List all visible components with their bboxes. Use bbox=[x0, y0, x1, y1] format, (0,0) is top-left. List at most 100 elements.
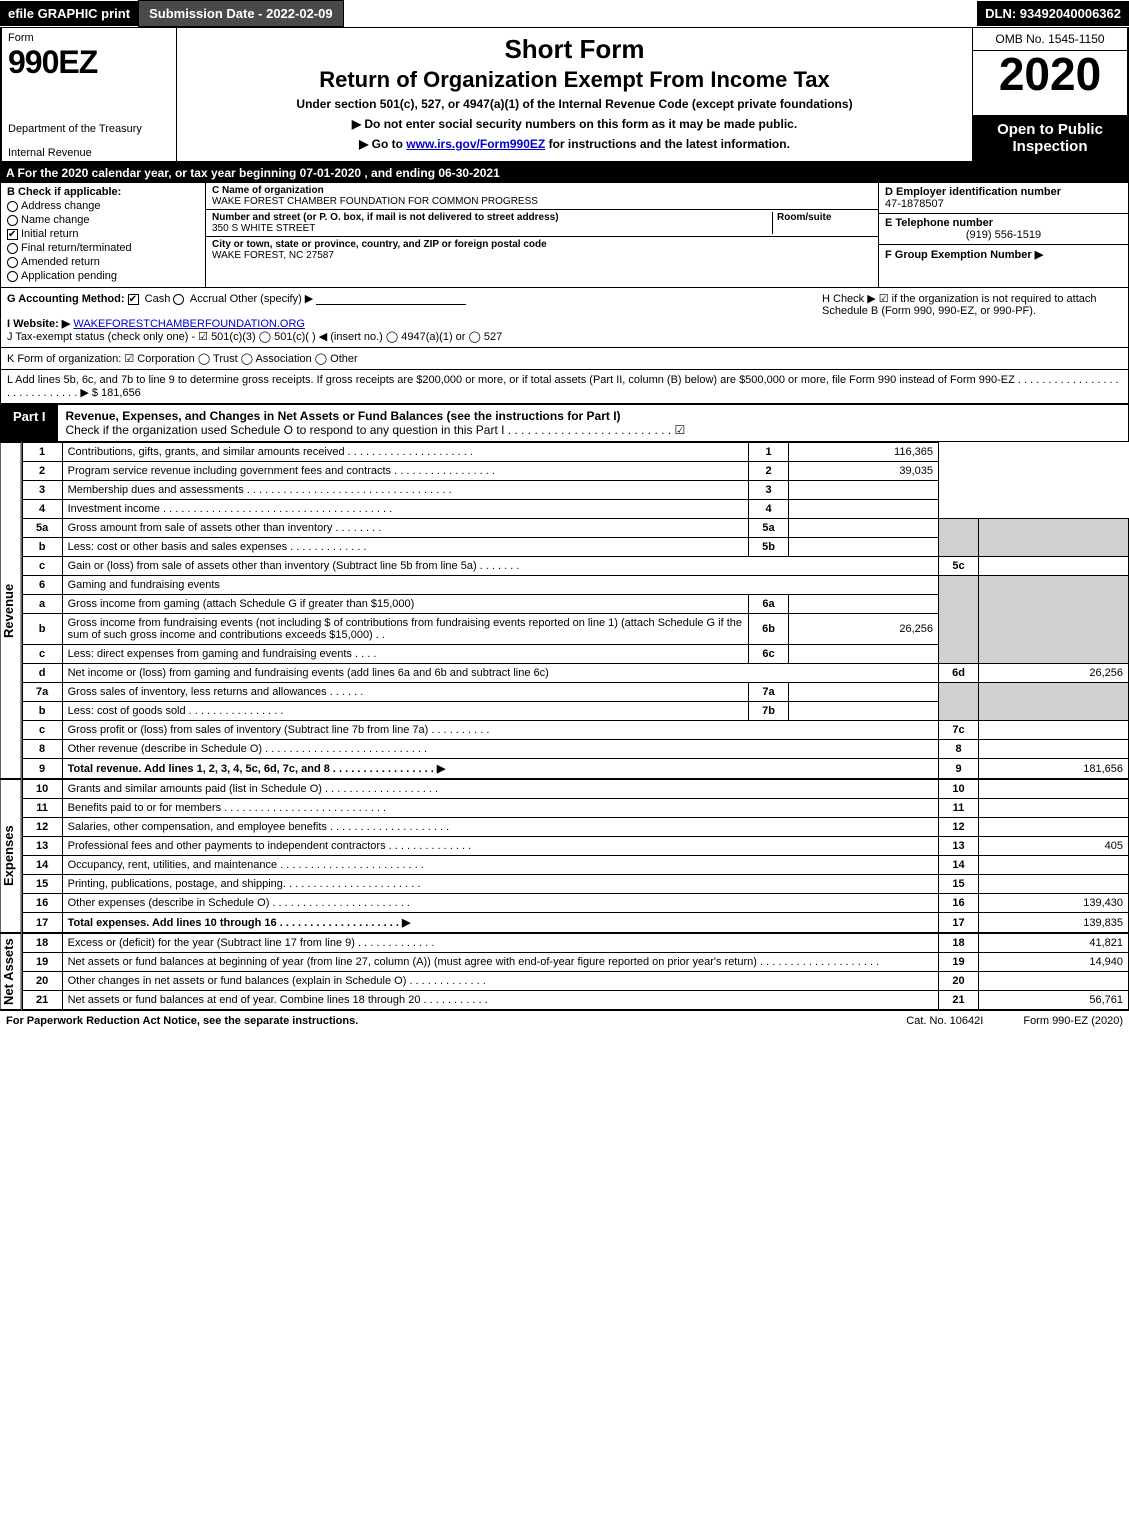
org-street-row: Number and street (or P. O. box, if mail… bbox=[206, 210, 878, 237]
part-i-label: Part I bbox=[1, 405, 58, 441]
revenue-table: 1Contributions, gifts, grants, and simil… bbox=[22, 442, 1129, 779]
i-label: I Website: ▶ bbox=[7, 318, 70, 330]
cash-label: Cash bbox=[145, 293, 171, 305]
row-h: H Check ▶ ☑ if the organization is not r… bbox=[822, 292, 1122, 343]
line-9: 9Total revenue. Add lines 1, 2, 3, 4, 5c… bbox=[22, 759, 1128, 779]
group-exemption-label: F Group Exemption Number ▶ bbox=[885, 248, 1122, 261]
dept-treasury: Department of the Treasury bbox=[8, 123, 170, 135]
header-left: Form 990EZ Department of the Treasury In… bbox=[2, 28, 177, 161]
goto-prefix: ▶ Go to bbox=[359, 137, 406, 151]
line-6: 6Gaming and fundraising events bbox=[22, 576, 1128, 595]
top-bar: efile GRAPHIC print Submission Date - 20… bbox=[0, 0, 1129, 28]
room-label: Room/suite bbox=[777, 212, 868, 223]
street-value: 350 S WHITE STREET bbox=[212, 223, 772, 234]
org-name-value: WAKE FOREST CHAMBER FOUNDATION FOR COMMO… bbox=[212, 196, 538, 207]
line-6d: dNet income or (loss) from gaming and fu… bbox=[22, 664, 1128, 683]
page-footer: For Paperwork Reduction Act Notice, see … bbox=[0, 1010, 1129, 1031]
expenses-vert-label: Expenses bbox=[0, 779, 22, 933]
line-1: 1Contributions, gifts, grants, and simil… bbox=[22, 443, 1128, 462]
line-16: 16Other expenses (describe in Schedule O… bbox=[22, 894, 1128, 913]
street-label: Number and street (or P. O. box, if mail… bbox=[212, 212, 768, 223]
tax-year: 2020 bbox=[973, 51, 1127, 97]
col-c-org-info: C Name of organization WAKE FOREST CHAMB… bbox=[206, 183, 878, 287]
line-15: 15Printing, publications, postage, and s… bbox=[22, 875, 1128, 894]
org-name-row: C Name of organization WAKE FOREST CHAMB… bbox=[206, 183, 878, 210]
ein-label: D Employer identification number bbox=[885, 186, 1122, 198]
col-b-checkboxes: B Check if applicable: Address change Na… bbox=[1, 183, 206, 287]
line-2: 2Program service revenue including gover… bbox=[22, 462, 1128, 481]
header-center: Short Form Return of Organization Exempt… bbox=[177, 28, 972, 161]
dln-label: DLN: 93492040006362 bbox=[977, 1, 1129, 26]
chk-name-change[interactable]: Name change bbox=[7, 214, 199, 226]
net-assets-section: Net Assets 18Excess or (deficit) for the… bbox=[0, 933, 1129, 1010]
accrual-label: Accrual bbox=[190, 293, 227, 305]
line-12: 12Salaries, other compensation, and empl… bbox=[22, 818, 1128, 837]
line-4: 4Investment income . . . . . . . . . . .… bbox=[22, 500, 1128, 519]
footer-paperwork: For Paperwork Reduction Act Notice, see … bbox=[6, 1015, 906, 1027]
net-assets-table: 18Excess or (deficit) for the year (Subt… bbox=[22, 933, 1129, 1010]
col-d-ids: D Employer identification number 47-1878… bbox=[878, 183, 1128, 287]
org-name-label: C Name of organization bbox=[212, 185, 534, 196]
line-5c: cGain or (loss) from sale of assets othe… bbox=[22, 557, 1128, 576]
chk-address-change[interactable]: Address change bbox=[7, 200, 199, 212]
part-i-title-text: Revenue, Expenses, and Changes in Net As… bbox=[66, 409, 621, 423]
expenses-section: Expenses 10Grants and similar amounts pa… bbox=[0, 779, 1129, 933]
short-form-title: Short Form bbox=[187, 34, 962, 65]
net-assets-vert-label: Net Assets bbox=[0, 933, 22, 1010]
info-block: B Check if applicable: Address change Na… bbox=[0, 183, 1129, 288]
form-word: Form bbox=[8, 32, 170, 44]
line-7c: cGross profit or (loss) from sales of in… bbox=[22, 721, 1128, 740]
expenses-table: 10Grants and similar amounts paid (list … bbox=[22, 779, 1129, 933]
form-number: 990EZ bbox=[8, 44, 170, 81]
col-b-title: B Check if applicable: bbox=[7, 186, 199, 198]
chk-initial-return[interactable]: Initial return bbox=[7, 228, 199, 240]
line-17: 17Total expenses. Add lines 10 through 1… bbox=[22, 913, 1128, 933]
g-label: G Accounting Method: bbox=[7, 293, 125, 305]
row-k: K Form of organization: ☑ Corporation ◯ … bbox=[0, 348, 1129, 370]
under-section: Under section 501(c), 527, or 4947(a)(1)… bbox=[187, 97, 962, 111]
city-label: City or town, state or province, country… bbox=[212, 239, 547, 250]
line-5a: 5aGross amount from sale of assets other… bbox=[22, 519, 1128, 538]
line-19: 19Net assets or fund balances at beginni… bbox=[22, 953, 1128, 972]
accounting-method: G Accounting Method: Cash Accrual Other … bbox=[7, 292, 822, 343]
line-7a: 7aGross sales of inventory, less returns… bbox=[22, 683, 1128, 702]
phone-value: (919) 556-1519 bbox=[885, 229, 1122, 241]
efile-print-button[interactable]: efile GRAPHIC print bbox=[0, 1, 138, 26]
line-18: 18Excess or (deficit) for the year (Subt… bbox=[22, 934, 1128, 953]
other-label: Other (specify) ▶ bbox=[230, 293, 314, 305]
line-8: 8Other revenue (describe in Schedule O) … bbox=[22, 740, 1128, 759]
revenue-section: Revenue 1Contributions, gifts, grants, a… bbox=[0, 442, 1129, 779]
line-11: 11Benefits paid to or for members . . . … bbox=[22, 799, 1128, 818]
footer-formref: Form 990-EZ (2020) bbox=[1023, 1015, 1123, 1027]
header-right: OMB No. 1545-1150 2020 Open to Public In… bbox=[972, 28, 1127, 161]
other-specify-input[interactable] bbox=[316, 293, 466, 305]
org-city-row: City or town, state or province, country… bbox=[206, 237, 878, 287]
open-public-badge: Open to Public Inspection bbox=[973, 115, 1127, 161]
chk-final-return[interactable]: Final return/terminated bbox=[7, 242, 199, 254]
website-link[interactable]: WAKEFORESTCHAMBERFOUNDATION.ORG bbox=[73, 318, 305, 330]
line-21: 21Net assets or fund balances at end of … bbox=[22, 991, 1128, 1010]
ein-cell: D Employer identification number 47-1878… bbox=[879, 183, 1128, 214]
footer-catno: Cat. No. 10642I bbox=[906, 1015, 983, 1027]
submission-date-label: Submission Date - 2022-02-09 bbox=[138, 0, 344, 27]
line-20: 20Other changes in net assets or fund ba… bbox=[22, 972, 1128, 991]
phone-cell: E Telephone number (919) 556-1519 bbox=[879, 214, 1128, 245]
line-13: 13Professional fees and other payments t… bbox=[22, 837, 1128, 856]
line-3: 3Membership dues and assessments . . . .… bbox=[22, 481, 1128, 500]
goto-link[interactable]: www.irs.gov/Form990EZ bbox=[406, 137, 545, 151]
goto-suffix: for instructions and the latest informat… bbox=[545, 137, 790, 151]
row-l: L Add lines 5b, 6c, and 7b to line 9 to … bbox=[0, 370, 1129, 404]
phone-label: E Telephone number bbox=[885, 217, 1122, 229]
section-a-period: A For the 2020 calendar year, or tax yea… bbox=[0, 163, 1129, 183]
chk-accrual[interactable] bbox=[173, 294, 184, 305]
line-14: 14Occupancy, rent, utilities, and mainte… bbox=[22, 856, 1128, 875]
line-10: 10Grants and similar amounts paid (list … bbox=[22, 780, 1128, 799]
form-header: Form 990EZ Department of the Treasury In… bbox=[0, 28, 1129, 163]
city-value: WAKE FOREST, NC 27587 bbox=[212, 250, 551, 261]
chk-application-pending[interactable]: Application pending bbox=[7, 270, 199, 282]
part-i-check-line: Check if the organization used Schedule … bbox=[66, 423, 686, 437]
part-i-header: Part I Revenue, Expenses, and Changes in… bbox=[0, 404, 1129, 442]
return-title: Return of Organization Exempt From Incom… bbox=[187, 67, 962, 93]
chk-amended-return[interactable]: Amended return bbox=[7, 256, 199, 268]
chk-cash[interactable] bbox=[128, 294, 139, 305]
